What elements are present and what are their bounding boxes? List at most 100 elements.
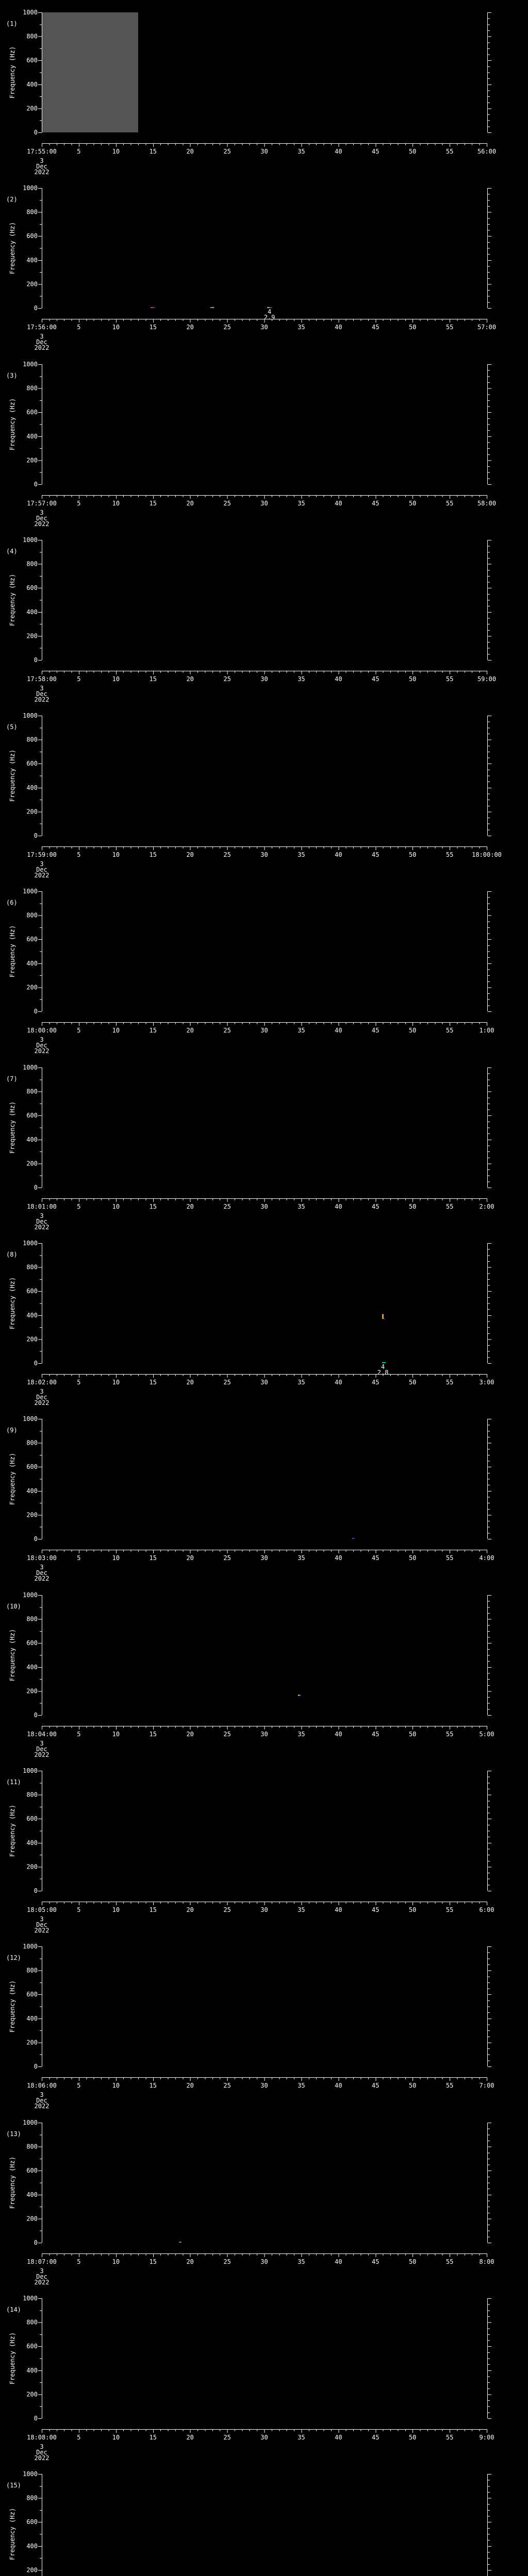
x-tick-label: 55 (446, 2258, 453, 2265)
y-tick-label: 400 (26, 257, 38, 264)
frequency-axis-title: Frequency (Hz) (9, 222, 16, 274)
y-tick-label: 600 (26, 1112, 38, 1119)
x-tick-label: 25 (223, 324, 230, 331)
x-tick-label: 45 (372, 1731, 379, 1738)
x-tick-label: 35 (298, 1379, 305, 1386)
y-tick-label: 1000 (23, 1943, 38, 1950)
date-label: 3 (40, 509, 43, 516)
frequency-axis-title-text: Frequency (Hz) (9, 1101, 16, 1154)
x-tick-label: 45 (372, 2434, 379, 2441)
y-axis-right (487, 364, 491, 485)
time-end-label: 4:00 (480, 1554, 494, 1562)
event-marker (178, 2242, 182, 2243)
x-tick-label: 20 (186, 1203, 193, 1210)
date-label: 3 (40, 685, 43, 692)
x-tick-label: 50 (409, 500, 416, 507)
y-tick-label: 600 (26, 760, 38, 767)
x-tick-label: 55 (446, 148, 453, 155)
date-label: Dec (36, 2097, 47, 2104)
frequency-axis-title-text: Frequency (Hz) (9, 750, 16, 802)
x-tick-label: 15 (150, 1731, 157, 1738)
x-tick-label: 20 (186, 1554, 193, 1562)
y-axis-right (487, 540, 491, 660)
time-start-label: 17:57:00 (27, 500, 57, 507)
spectrogram-panel-15: 0200400600800100018:09:00510152025303540… (6, 2470, 491, 2576)
y-tick-label: 1000 (23, 1064, 38, 1071)
y-tick-label: 800 (26, 736, 38, 743)
y-axis-left: 0 200 400 600 800 1000 (23, 9, 42, 136)
x-tick-label: 10 (112, 675, 120, 683)
panel-index-label: (15) (6, 2482, 21, 2489)
x-tick-label: 10 (112, 1379, 120, 1386)
y-tick-label: 0 (34, 2063, 38, 2070)
frequency-axis-title: Frequency (Hz) (9, 1805, 16, 1857)
frequency-axis-title: Frequency (Hz) (9, 2157, 16, 2209)
y-axis-left: 0 200 400 600 800 1000 (23, 1240, 42, 1367)
y-tick-label: 0 (34, 1008, 38, 1015)
x-tick-label: 5 (77, 2434, 80, 2441)
x-tick-label: 40 (335, 1203, 342, 1210)
x-tick-label: 15 (150, 2434, 157, 2441)
y-tick-label: 0 (34, 1535, 38, 1543)
y-axis-right (487, 2298, 491, 2419)
y-tick-label: 200 (26, 632, 38, 639)
x-tick-label: 10 (112, 1203, 120, 1210)
y-tick-label: 0 (34, 832, 38, 839)
frequency-axis-title-text: Frequency (Hz) (9, 2508, 16, 2560)
panel-index-label: (7) (6, 1075, 18, 1082)
y-tick-label: 800 (26, 1791, 38, 1799)
x-tick-label: 45 (372, 2258, 379, 2265)
x-tick-label: 45 (372, 1027, 379, 1034)
x-tick-label: 55 (446, 1906, 453, 1913)
x-tick-label: 55 (446, 2082, 453, 2089)
y-tick-label: 400 (26, 2543, 38, 2550)
x-tick-label: 20 (186, 2258, 193, 2265)
x-tick-label: 35 (298, 500, 305, 507)
y-tick-label: 1000 (23, 1240, 38, 1247)
y-tick-label: 800 (26, 1088, 38, 1095)
x-tick-label: 20 (186, 148, 193, 155)
y-tick-label: 0 (34, 2415, 38, 2422)
y-tick-label: 800 (26, 1967, 38, 1974)
x-tick-label: 30 (260, 324, 268, 331)
x-tick-label: 10 (112, 2082, 120, 2089)
y-tick-label: 200 (26, 1863, 38, 1870)
y-tick-label: 1000 (23, 712, 38, 719)
y-tick-label: 400 (26, 2015, 38, 2022)
spectrogram-panel-11: 0 200 400 600 800 1000 18:05:00 5 10 15 20 25 30 35 40… (6, 1767, 494, 1934)
panel-index-label: (1) (6, 20, 18, 27)
x-tick-label: 45 (372, 324, 379, 331)
frequency-axis-title-text: Frequency (Hz) (9, 2332, 16, 2384)
y-tick-label: 1000 (23, 536, 38, 544)
event-mark-segment (382, 1362, 386, 1363)
time-start-label: 18:08:00 (27, 2434, 57, 2441)
x-tick-label: 30 (260, 1554, 268, 1562)
event-marker: 42.8 (377, 1314, 388, 1376)
frequency-axis-title-text: Frequency (Hz) (9, 398, 16, 450)
y-axis-left: 0 200 400 600 800 1000 (23, 1767, 42, 1894)
x-tick-label: 35 (298, 1554, 305, 1562)
date-label: 2022 (35, 2454, 50, 2462)
date-label: 3 (40, 333, 43, 340)
x-tick-label: 30 (260, 2082, 268, 2089)
y-tick-label: 600 (26, 2518, 38, 2526)
x-tick-label: 55 (446, 1554, 453, 1562)
x-tick-label: 55 (446, 2434, 453, 2441)
event-mark-segment (210, 307, 214, 308)
y-axis-right (487, 2123, 491, 2243)
date-label: Dec (36, 866, 47, 873)
spectrogram-panel-4: 0 200 400 600 800 1000 17:58:00 5 10 15 20 25 30 35 40… (6, 536, 496, 703)
time-end-label: 59:00 (477, 675, 496, 683)
frequency-axis-title-text: Frequency (Hz) (9, 1805, 16, 1857)
x-tick-label: 50 (409, 324, 416, 331)
y-tick-label: 200 (26, 1687, 38, 1694)
frequency-axis-title: Frequency (Hz) (9, 750, 16, 802)
y-tick-label: 0 (34, 656, 38, 664)
x-tick-label: 15 (150, 675, 157, 683)
frequency-axis-title-text: Frequency (Hz) (9, 222, 16, 274)
y-tick-label: 1000 (23, 2470, 38, 2478)
y-tick-label: 400 (26, 1839, 38, 1846)
x-tick-label: 55 (446, 1731, 453, 1738)
